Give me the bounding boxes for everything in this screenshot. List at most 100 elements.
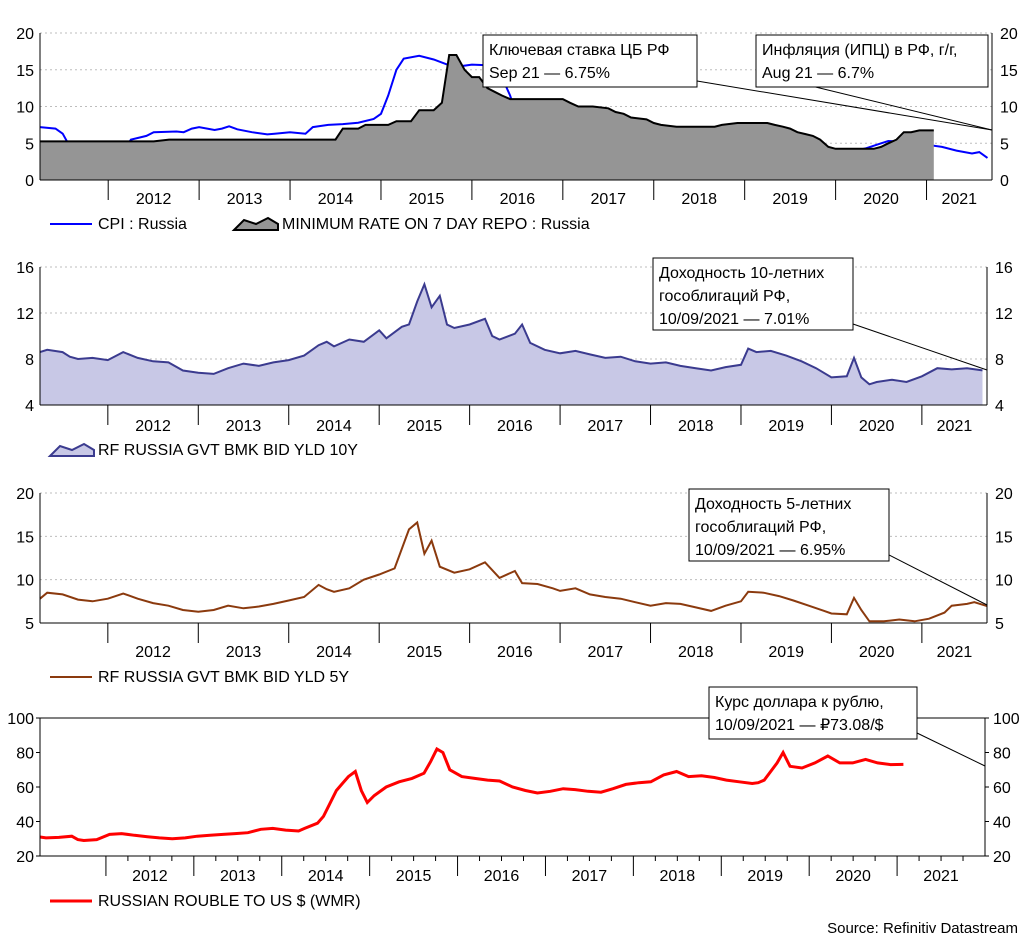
x-tick-label: 2019 bbox=[747, 868, 783, 885]
annotation-box bbox=[755, 34, 989, 88]
y-tick-label-left: 15 bbox=[16, 63, 34, 80]
annotation-text: 10/09/2021 — 6.95% bbox=[695, 542, 845, 559]
y-tick-label-right: 60 bbox=[993, 780, 1011, 797]
y-tick-label-left: 40 bbox=[16, 815, 34, 832]
panel-2: 4 4 8 8 12 12 16 16 2012 2013 2014 2015 2016 2017 2018… bbox=[16, 260, 1013, 459]
x-tick-label: 2019 bbox=[768, 418, 804, 435]
y-tick-label-right: 10 bbox=[1000, 100, 1018, 117]
x-tick-label: 2012 bbox=[132, 868, 168, 885]
series-line bbox=[39, 746, 904, 843]
x-tick-label: 2014 bbox=[316, 418, 352, 435]
annotation-text: гособлигаций РФ, bbox=[695, 519, 826, 536]
series-area bbox=[40, 55, 934, 180]
annotation-box bbox=[688, 488, 890, 562]
y-tick-label-right: 20 bbox=[993, 849, 1011, 866]
y-tick-label-left: 15 bbox=[16, 529, 34, 546]
x-tick-label: 2013 bbox=[226, 644, 262, 661]
x-tick-label: 2013 bbox=[227, 191, 263, 208]
y-tick-label-right: 20 bbox=[1000, 26, 1018, 43]
y-tick-label-right: 15 bbox=[1000, 63, 1018, 80]
y-tick-label-right: 40 bbox=[993, 815, 1011, 832]
legend-label: MINIMUM RATE ON 7 DAY REPO : Russia bbox=[282, 216, 590, 233]
y-tick-label-right: 8 bbox=[995, 352, 1004, 369]
y-tick-label-left: 16 bbox=[16, 260, 34, 277]
annotation-leader bbox=[696, 80, 993, 131]
series-line bbox=[39, 520, 988, 623]
series-area bbox=[40, 284, 983, 405]
x-tick-label: 2017 bbox=[590, 191, 626, 208]
series-line bbox=[40, 54, 934, 150]
x-tick-label: 2018 bbox=[681, 191, 717, 208]
x-tick-label: 2014 bbox=[308, 868, 344, 885]
x-tick-label: 2019 bbox=[772, 191, 808, 208]
x-tick-label: 2017 bbox=[588, 644, 624, 661]
y-tick-label-right: 15 bbox=[995, 529, 1013, 546]
x-tick-label: 2021 bbox=[937, 644, 973, 661]
x-tick-label: 2017 bbox=[588, 418, 624, 435]
annotation-2: Инфляция (ИПЦ) в РФ, г/г, Aug 21 — 6.7% bbox=[755, 34, 993, 131]
annotation-leader bbox=[790, 80, 993, 131]
legend-label: RF RUSSIA GVT BMK BID YLD 10Y bbox=[98, 442, 358, 459]
x-tick-label: 2021 bbox=[923, 868, 959, 885]
annotation-1: Ключевая ставка ЦБ РФ Sep 21 — 6.75% bbox=[482, 34, 993, 131]
x-tick-label: 2019 bbox=[768, 644, 804, 661]
annotation-leader bbox=[916, 732, 986, 767]
x-tick-label: 2020 bbox=[859, 644, 895, 661]
annotation-text: Aug 21 — 6.7% bbox=[762, 65, 874, 82]
y-tick-label-left: 20 bbox=[16, 486, 34, 503]
y-tick-label-left: 80 bbox=[16, 746, 34, 763]
y-tick-label-left: 4 bbox=[25, 398, 34, 415]
y-tick-label-left: 0 bbox=[25, 173, 34, 190]
annotation-text: Курс доллара к рублю, bbox=[715, 694, 884, 711]
x-tick-label: 2013 bbox=[220, 868, 256, 885]
y-tick-label-left: 20 bbox=[16, 26, 34, 43]
annotation-3: Доходность 10-летних гособлигаций РФ, 10/0… bbox=[652, 257, 988, 371]
x-tick-label: 2014 bbox=[316, 644, 352, 661]
x-tick-label: 2012 bbox=[135, 418, 171, 435]
annotation-text: 10/09/2021 — 7.01% bbox=[659, 311, 809, 328]
annotation-box bbox=[652, 257, 854, 331]
x-tick-label: 2021 bbox=[937, 418, 973, 435]
annotation-box bbox=[482, 34, 698, 88]
y-tick-label-right: 0 bbox=[1000, 173, 1009, 190]
y-tick-label-left: 10 bbox=[16, 573, 34, 590]
x-tick-label: 2015 bbox=[396, 868, 432, 885]
x-tick-label: 2021 bbox=[941, 191, 977, 208]
x-tick-label: 2020 bbox=[835, 868, 871, 885]
annotation-text: Инфляция (ИПЦ) в РФ, г/г, bbox=[762, 42, 957, 59]
annotation-box bbox=[708, 686, 918, 740]
y-tick-label-right: 80 bbox=[993, 746, 1011, 763]
y-tick-label-right: 5 bbox=[995, 616, 1004, 633]
legend-label: CPI : Russia bbox=[98, 216, 187, 233]
annotation-text: Доходность 5-летних bbox=[695, 496, 851, 513]
annotation-5: Курс доллара к рублю, 10/09/2021 — ₽73.08… bbox=[708, 686, 986, 767]
annotation-text: гособлигаций РФ, bbox=[659, 288, 790, 305]
legend-label: RUSSIAN ROUBLE TO US $ (WMR) bbox=[98, 893, 361, 910]
x-tick-label: 2012 bbox=[135, 644, 171, 661]
y-tick-label-left: 10 bbox=[16, 100, 34, 117]
x-tick-label: 2018 bbox=[678, 418, 714, 435]
y-tick-label-left: 12 bbox=[16, 306, 34, 323]
annotation-text: Доходность 10-летних bbox=[659, 265, 824, 282]
x-tick-label: 2020 bbox=[859, 418, 895, 435]
legend-swatch bbox=[231, 216, 279, 231]
annotation-4: Доходность 5-летних гособлигаций РФ, 10/09… bbox=[688, 488, 988, 606]
x-tick-label: 2016 bbox=[497, 418, 533, 435]
y-tick-label-left: 5 bbox=[25, 616, 34, 633]
y-tick-label-right: 12 bbox=[995, 306, 1013, 323]
y-tick-label-right: 4 bbox=[995, 398, 1004, 415]
annotation-leader bbox=[888, 554, 988, 606]
y-tick-label-right: 20 bbox=[995, 486, 1013, 503]
y-tick-label-left: 8 bbox=[25, 352, 34, 369]
x-tick-label: 2020 bbox=[863, 191, 899, 208]
legend-label: RF RUSSIA GVT BMK BID YLD 5Y bbox=[98, 669, 349, 686]
y-tick-label-right: 5 bbox=[1000, 136, 1009, 153]
y-tick-label-right: 10 bbox=[995, 573, 1013, 590]
y-tick-label-left: 20 bbox=[16, 849, 34, 866]
x-tick-label: 2012 bbox=[136, 191, 172, 208]
x-tick-label: 2016 bbox=[500, 191, 536, 208]
x-tick-label: 2016 bbox=[497, 644, 533, 661]
annotation-text: Ключевая ставка ЦБ РФ bbox=[489, 42, 670, 59]
